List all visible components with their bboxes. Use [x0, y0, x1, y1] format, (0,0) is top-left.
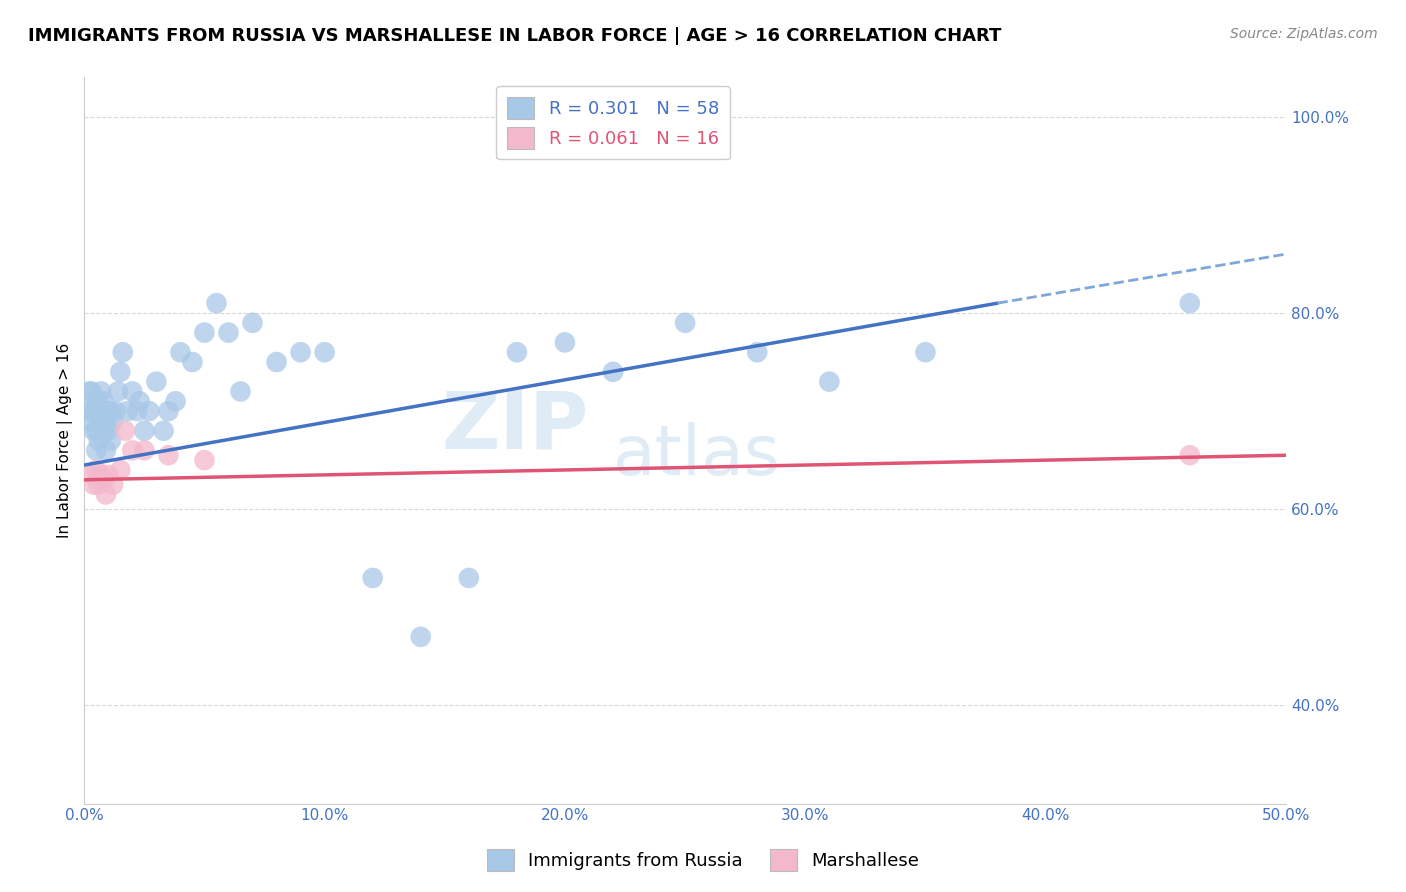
Point [117, 404, 139, 418]
Point [205, 296, 228, 310]
Point [110, 365, 132, 379]
Point [602, 365, 624, 379]
Point [97, 404, 120, 418]
Text: IMMIGRANTS FROM RUSSIA VS MARSHALLESE IN LABOR FORCE | AGE > 16 CORRELATION CHAR: IMMIGRANTS FROM RUSSIA VS MARSHALLESE IN… [28, 27, 1001, 45]
Point [83, 424, 105, 438]
Point [87, 404, 110, 418]
Point [84, 463, 107, 477]
Legend: Immigrants from Russia, Marshallese: Immigrants from Russia, Marshallese [479, 842, 927, 879]
Point [83, 477, 105, 491]
Point [121, 443, 143, 458]
Point [87, 477, 110, 491]
Point [314, 345, 336, 359]
Point [90, 414, 112, 428]
Point [76, 404, 98, 418]
Point [673, 316, 696, 330]
Point [266, 355, 288, 369]
Point [914, 345, 936, 359]
Point [1178, 448, 1201, 462]
Point [101, 477, 124, 491]
Point [127, 404, 149, 418]
Point [818, 375, 841, 389]
Point [134, 443, 156, 458]
Point [90, 384, 112, 399]
Y-axis label: In Labor Force | Age > 16: In Labor Force | Age > 16 [58, 343, 73, 538]
Point [83, 404, 105, 418]
Point [242, 316, 264, 330]
Point [90, 414, 112, 428]
Point [165, 394, 187, 409]
Text: Source: ZipAtlas.com: Source: ZipAtlas.com [1230, 27, 1378, 41]
Point [94, 443, 117, 458]
Point [87, 434, 110, 448]
Point [111, 345, 134, 359]
Point [84, 394, 107, 409]
Point [97, 467, 120, 482]
Point [80, 384, 103, 399]
Point [114, 424, 136, 438]
Point [409, 630, 432, 644]
Point [100, 434, 122, 448]
Point [93, 424, 115, 438]
Point [145, 375, 167, 389]
Point [157, 448, 180, 462]
Text: ZIP: ZIP [441, 387, 589, 465]
Point [93, 394, 115, 409]
Point [193, 453, 215, 467]
Point [138, 404, 160, 418]
Point [77, 384, 100, 399]
Point [100, 404, 122, 418]
Point [97, 424, 120, 438]
Point [84, 424, 107, 438]
Point [107, 384, 129, 399]
Point [84, 443, 107, 458]
Point [218, 326, 240, 340]
Point [94, 487, 117, 501]
Point [457, 571, 479, 585]
Point [121, 384, 143, 399]
Point [229, 384, 252, 399]
Point [554, 335, 576, 350]
Point [93, 473, 115, 487]
Point [169, 345, 191, 359]
Point [80, 414, 103, 428]
Point [506, 345, 529, 359]
Point [94, 414, 117, 428]
Point [110, 463, 132, 477]
Legend: R = 0.301   N = 58, R = 0.061   N = 16: R = 0.301 N = 58, R = 0.061 N = 16 [496, 87, 730, 160]
Text: atlas: atlas [613, 422, 780, 489]
Point [104, 404, 127, 418]
Point [361, 571, 384, 585]
Point [290, 345, 312, 359]
Point [181, 355, 204, 369]
Point [747, 345, 769, 359]
Point [80, 467, 103, 482]
Point [193, 326, 215, 340]
Point [134, 424, 156, 438]
Point [90, 467, 112, 482]
Point [157, 404, 180, 418]
Point [101, 414, 124, 428]
Point [152, 424, 174, 438]
Point [128, 394, 150, 409]
Point [1178, 296, 1201, 310]
